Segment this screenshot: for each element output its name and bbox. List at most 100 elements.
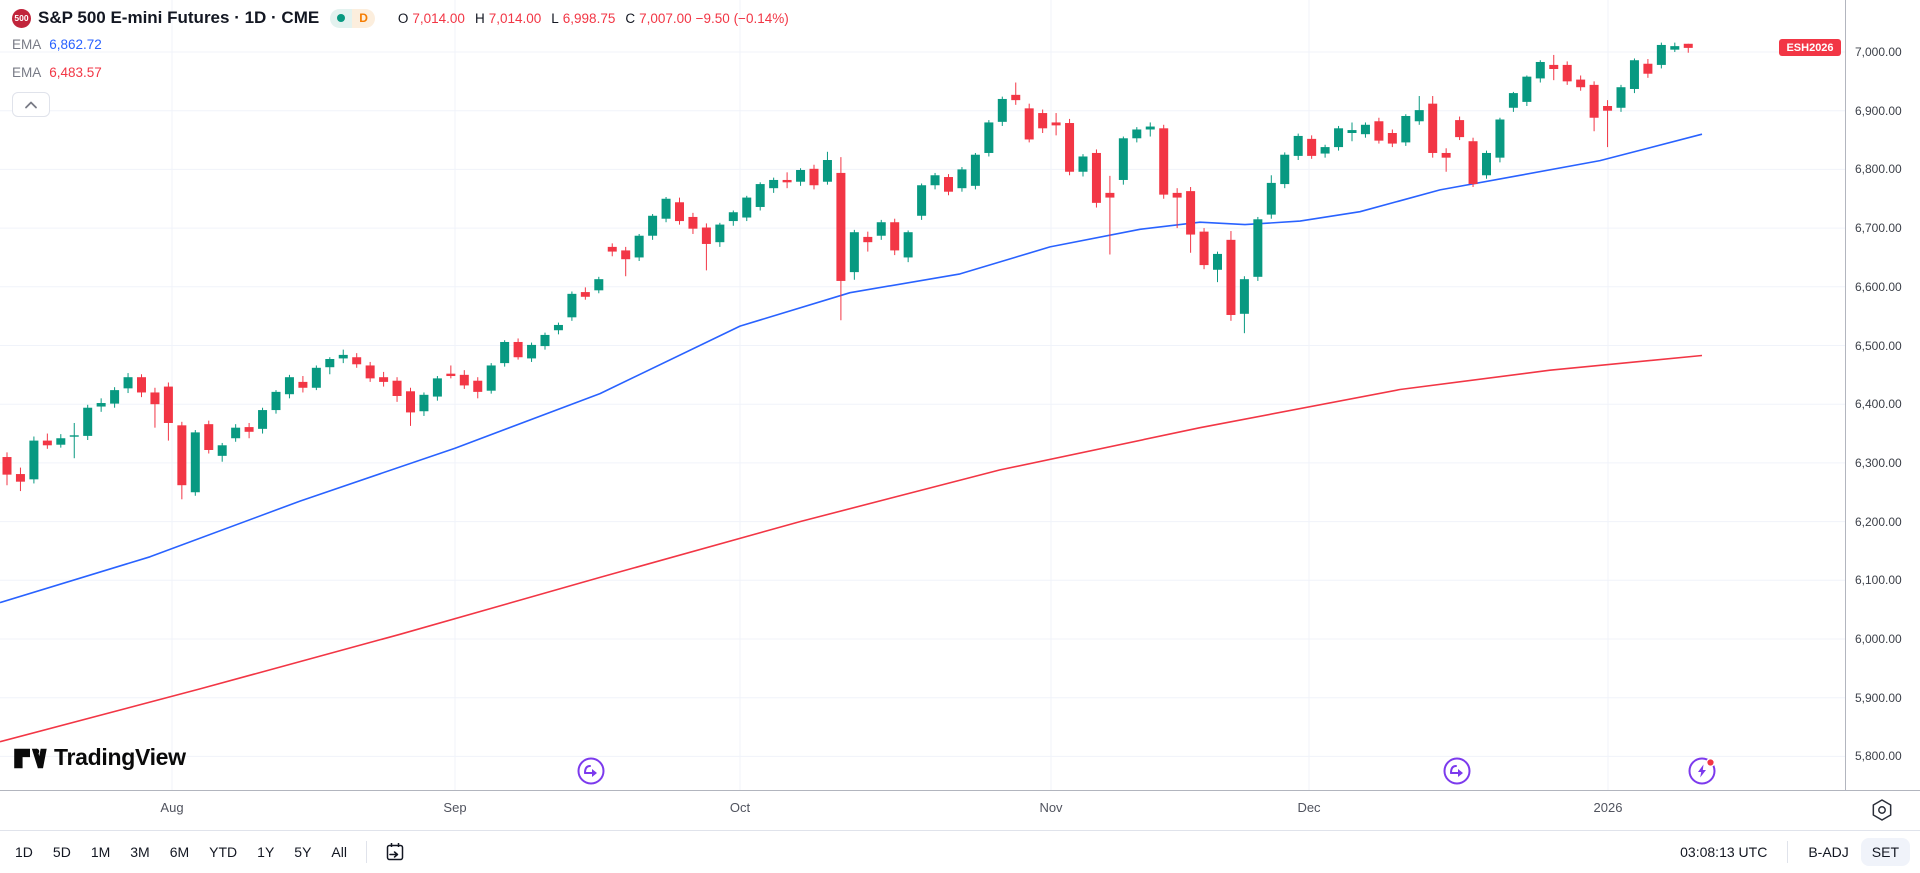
candle: [970, 152, 980, 190]
candle: [1280, 152, 1290, 189]
candle: [527, 342, 537, 362]
candle: [1347, 122, 1357, 142]
candle: [1159, 124, 1169, 199]
candle: [1266, 175, 1276, 219]
candle: [567, 291, 577, 321]
candle: [1387, 129, 1397, 148]
candle: [836, 157, 846, 321]
contract-rollover-icon[interactable]: [1443, 757, 1471, 785]
time-axis-label: 2026: [1593, 800, 1623, 815]
range-button-ytd[interactable]: YTD: [200, 839, 246, 865]
market-status-segment: [330, 8, 353, 28]
indicator-row-ema-slow[interactable]: EMA 6,483.57: [12, 58, 789, 86]
candle: [1011, 82, 1021, 105]
ema-slow-value: 6,483.57: [49, 64, 102, 80]
candle: [1360, 122, 1370, 138]
candle: [903, 230, 913, 263]
candle: [271, 390, 281, 414]
candle: [298, 376, 308, 393]
time-axis-label: Dec: [1297, 800, 1321, 815]
candle: [1589, 81, 1599, 132]
candle: [1603, 100, 1613, 148]
candle: [553, 322, 563, 335]
axis-settings-button[interactable]: [1868, 797, 1896, 825]
ema-fast-label: EMA: [12, 36, 42, 52]
price-axis-label: 6,700.00: [1855, 221, 1902, 236]
go-to-date-button[interactable]: [377, 838, 413, 866]
candle: [1374, 117, 1384, 144]
candle: [1132, 127, 1142, 143]
chart-pane[interactable]: 500 S&P 500 E-mini Futures · 1D · CME D …: [0, 0, 1845, 790]
low-value: 6,998.75: [562, 10, 616, 26]
candle: [1535, 60, 1545, 83]
candle: [1293, 133, 1303, 161]
candle: [742, 195, 752, 222]
candle: [796, 168, 806, 186]
range-button-1m[interactable]: 1M: [82, 839, 119, 865]
candle: [607, 243, 617, 257]
candle: [190, 430, 200, 496]
gear-icon: [1872, 798, 1892, 821]
ema-slow-label: EMA: [12, 64, 42, 80]
candle: [1629, 58, 1639, 94]
chart-canvas[interactable]: [0, 0, 1845, 790]
candle: [1038, 109, 1048, 134]
contract-rollover-icon[interactable]: [577, 757, 605, 785]
candle: [244, 422, 254, 439]
settlement-button[interactable]: SET: [1860, 838, 1910, 866]
delayed-data-badge: D: [352, 8, 375, 28]
candle: [1414, 96, 1424, 125]
range-button-5d[interactable]: 5D: [44, 839, 80, 865]
alert-dot-icon: [1705, 757, 1715, 767]
candle: [1051, 113, 1061, 136]
candle: [1468, 137, 1478, 188]
candle: [352, 353, 362, 368]
range-button-5y[interactable]: 5Y: [285, 839, 320, 865]
sp500-logo-badge: 500: [12, 8, 31, 28]
candle: [876, 219, 886, 240]
candle: [217, 442, 227, 462]
candle: [1145, 122, 1155, 137]
market-open-dot-icon: [337, 14, 346, 22]
tradingview-logo-icon: [14, 748, 47, 768]
indicator-row-ema-fast[interactable]: EMA 6,862.72: [12, 30, 789, 58]
candle: [311, 365, 321, 391]
candle: [177, 421, 187, 500]
price-axis-label: 6,500.00: [1855, 338, 1902, 353]
candle: [56, 434, 66, 448]
collapse-indicators-button[interactable]: [12, 92, 50, 117]
candle: [715, 222, 725, 247]
candle: [1320, 144, 1330, 158]
candle: [1441, 148, 1451, 172]
market-status-pill[interactable]: D: [330, 8, 375, 28]
candle: [1199, 228, 1209, 270]
low-label: L: [551, 10, 559, 26]
open-value: 7,014.00: [412, 10, 465, 26]
clock-utc-button[interactable]: 03:08:13 UTC: [1670, 839, 1777, 865]
candle: [648, 214, 658, 240]
range-button-all[interactable]: All: [322, 839, 356, 865]
lightning-event-icon[interactable]: [1688, 757, 1716, 785]
range-button-6m[interactable]: 6M: [161, 839, 198, 865]
time-axis[interactable]: Aug Sep Oct Nov Dec 2026: [0, 790, 1920, 831]
candle: [1522, 75, 1532, 107]
symbol-title[interactable]: S&P 500 E-mini Futures · 1D · CME: [38, 8, 320, 27]
back-adjustment-button[interactable]: B-ADJ: [1798, 839, 1858, 865]
candle: [419, 392, 429, 416]
price-axis[interactable]: 7,000.00 6,900.00 6,800.00 6,700.00 6,600.00…: [1845, 0, 1920, 830]
chevron-up-icon: [25, 101, 37, 108]
time-axis-label: Sep: [443, 800, 467, 815]
candle: [1508, 91, 1518, 112]
symbol-row[interactable]: 500 S&P 500 E-mini Futures · 1D · CME D …: [12, 6, 789, 30]
candle: [1562, 61, 1572, 85]
candle: [1172, 188, 1182, 229]
range-button-1d[interactable]: 1D: [6, 839, 42, 865]
candle: [459, 370, 469, 389]
range-button-3m[interactable]: 3M: [121, 839, 158, 865]
candle: [701, 223, 711, 271]
range-button-1y[interactable]: 1Y: [248, 839, 283, 865]
candle: [675, 197, 684, 225]
candle: [1495, 117, 1505, 163]
price-axis-label: 7,000.00: [1855, 45, 1902, 59]
